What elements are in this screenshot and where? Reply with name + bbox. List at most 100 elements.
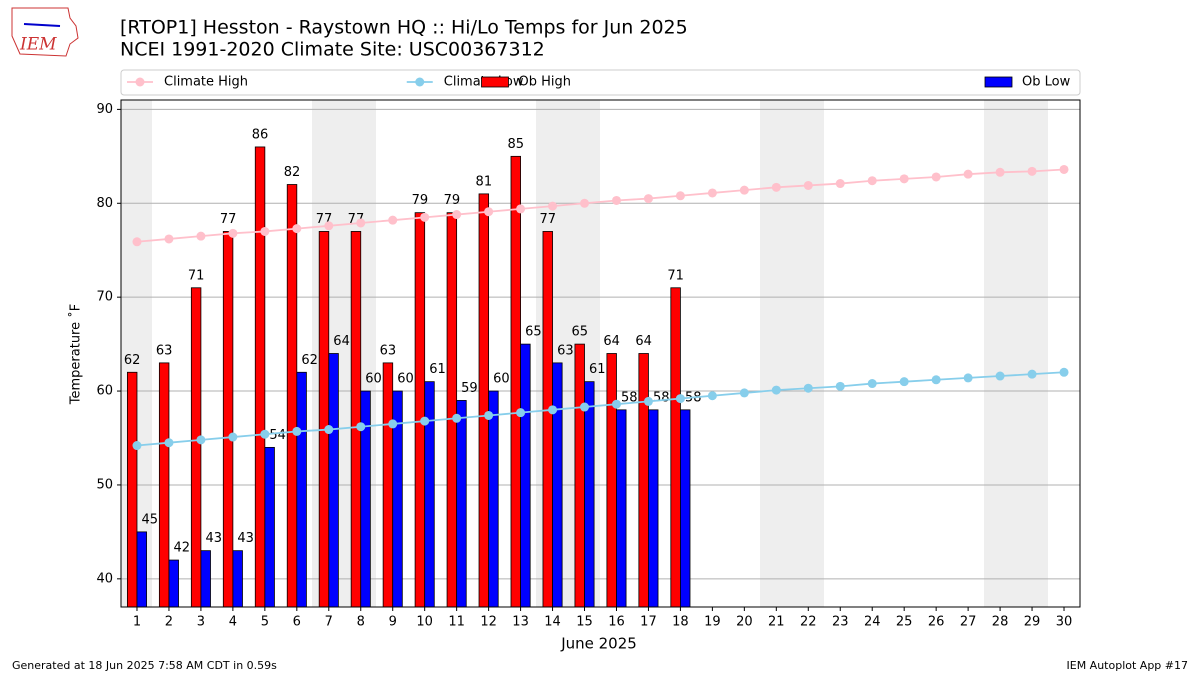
- line-marker: [228, 432, 238, 442]
- line-marker: [963, 373, 973, 383]
- x-tick-label: 28: [992, 615, 1009, 630]
- x-tick-label: 25: [896, 615, 913, 630]
- y-tick-label: 90: [96, 102, 113, 117]
- x-tick-label: 3: [197, 615, 205, 630]
- chart-title: [RTOP1] Hesston - Raystown HQ :: Hi/Lo T…: [120, 17, 688, 39]
- line-marker: [739, 185, 749, 195]
- plot-frame: [120, 99, 1081, 608]
- x-tick-label: 9: [389, 615, 397, 630]
- line-marker: [643, 194, 653, 204]
- bar: [414, 212, 426, 608]
- bar: [680, 409, 691, 608]
- bar-value-label: 64: [603, 334, 620, 349]
- bar: [296, 371, 307, 608]
- bar-value-label: 81: [476, 174, 493, 189]
- legend-label: Ob Low: [1022, 75, 1071, 90]
- bar-value-label: 71: [188, 268, 205, 283]
- bar: [126, 371, 138, 608]
- y-tick-label: 60: [96, 384, 113, 399]
- bar: [286, 184, 298, 608]
- line-marker: [867, 176, 877, 186]
- bar: [574, 343, 585, 608]
- line-marker: [1059, 164, 1069, 174]
- line-marker: [771, 182, 781, 192]
- line-marker: [388, 215, 398, 225]
- bar: [382, 362, 394, 608]
- bar: [670, 287, 681, 608]
- bar: [232, 550, 243, 608]
- bar-value-label: 65: [571, 325, 588, 340]
- bar-value-label: 62: [301, 353, 318, 368]
- line-marker: [516, 408, 526, 418]
- bar: [648, 409, 659, 608]
- line-marker: [580, 198, 590, 208]
- x-tick-label: 15: [576, 615, 593, 630]
- legend-marker: [135, 77, 145, 87]
- bar-value-label: 77: [220, 212, 237, 227]
- bar-value-label: 59: [461, 381, 478, 396]
- bar-value-label: 79: [412, 193, 429, 208]
- x-tick-label: 11: [448, 615, 465, 630]
- line-marker: [164, 234, 174, 244]
- line-marker: [867, 379, 877, 389]
- bar: [190, 287, 202, 608]
- line-marker: [484, 207, 494, 217]
- line: [136, 371, 1065, 447]
- y-tick-label: 80: [96, 196, 113, 211]
- y-axis-label: Temperature ˚F: [68, 304, 84, 405]
- bar: [264, 446, 275, 608]
- x-tick-label: 24: [864, 615, 881, 630]
- footer-left: Generated at 18 Jun 2025 7:58 AM CDT in …: [12, 659, 277, 672]
- line-marker: [132, 237, 142, 247]
- bar-value-label: 79: [444, 193, 461, 208]
- bar-value-label: 86: [252, 127, 269, 142]
- line-marker: [931, 172, 941, 182]
- line-marker: [484, 410, 494, 420]
- line-marker: [196, 231, 206, 241]
- bar: [542, 231, 553, 608]
- bar-value-label: 43: [205, 531, 222, 546]
- x-tick-label: 16: [608, 615, 625, 630]
- bar-value-label: 64: [635, 334, 652, 349]
- legend-swatch: [984, 76, 1013, 88]
- x-tick-label: 17: [640, 615, 657, 630]
- line-marker: [899, 377, 909, 387]
- line-marker: [707, 391, 717, 401]
- x-tick-label: 23: [832, 615, 849, 630]
- bar-value-label: 54: [269, 428, 286, 443]
- line-marker: [835, 381, 845, 391]
- line-marker: [931, 375, 941, 385]
- bar: [510, 155, 521, 608]
- logo: IEM: [11, 7, 79, 57]
- bar: [318, 231, 330, 608]
- line-marker: [228, 228, 238, 238]
- bar: [520, 343, 531, 608]
- line: [136, 168, 1065, 243]
- x-tick-label: 18: [672, 615, 689, 630]
- bar: [488, 390, 499, 608]
- bar-value-label: 63: [557, 343, 574, 358]
- x-tick-label: 29: [1024, 615, 1041, 630]
- x-tick-label: 30: [1056, 615, 1073, 630]
- bar: [136, 531, 147, 608]
- x-tick-label: 19: [704, 615, 721, 630]
- line-marker: [835, 179, 845, 189]
- legend-label: Ob High: [519, 75, 572, 90]
- bar: [200, 550, 211, 608]
- bar: [456, 400, 467, 608]
- line-marker: [196, 435, 206, 445]
- line-marker: [707, 188, 717, 198]
- legend-swatch: [481, 76, 509, 88]
- line-marker: [420, 212, 430, 222]
- bar: [446, 212, 458, 608]
- line-marker: [963, 169, 973, 179]
- x-tick-label: 6: [293, 615, 301, 630]
- line-marker: [164, 438, 174, 448]
- line-marker: [452, 210, 462, 220]
- x-tick-label: 2: [165, 615, 173, 630]
- bar-value-label: 85: [508, 137, 525, 152]
- x-tick-label: 20: [736, 615, 753, 630]
- bar: [552, 362, 563, 608]
- line-marker: [995, 167, 1005, 177]
- line-marker: [292, 426, 302, 436]
